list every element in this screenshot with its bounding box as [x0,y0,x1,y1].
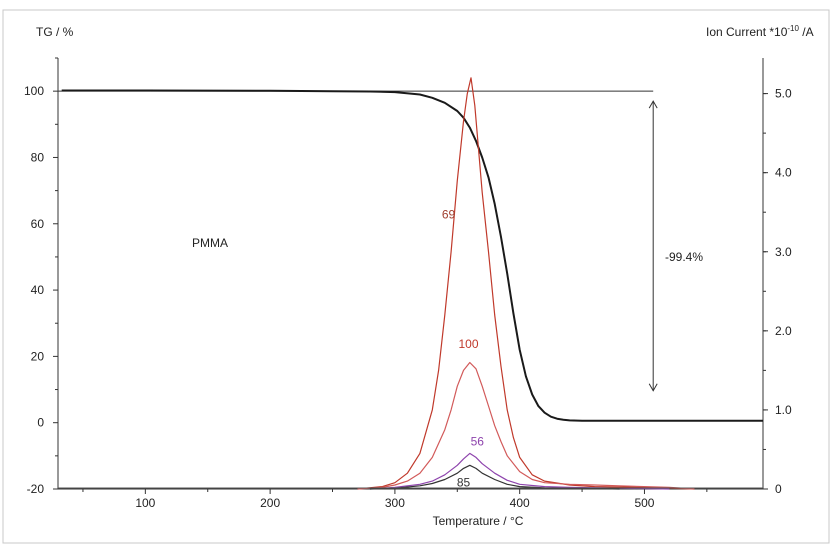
y-right-tick-label: 4.0 [775,166,792,180]
series-line-100 [357,361,695,490]
y-right-tick-label: 1.0 [775,403,792,417]
series-line-tg [61,89,763,422]
series-line-69 [357,77,695,490]
y-right-tick-label: 2.0 [775,324,792,338]
series-label-69: 69 [442,208,456,222]
y-left-tick-label: 0 [37,416,44,430]
y-left-tick-label: 100 [24,84,44,98]
x-tick-label: 200 [260,496,280,510]
x-tick-label: 500 [634,496,654,510]
series-label-56: 56 [471,435,485,449]
y-left-tick-label: -20 [27,482,45,496]
series-label-100: 100 [459,337,479,351]
y-right-axis-title-main: Ion Current *10 [706,25,788,39]
y-right-tick-label: 0 [775,482,782,496]
y-right-tick-label: 3.0 [775,245,792,259]
series-line-56 [369,452,670,490]
arrow-head-bottom [648,383,658,392]
mass-loss-label: -99.4% [665,250,703,264]
y-left-axis-title: TG / % [36,25,74,39]
y-left-tick-label: 40 [31,283,45,297]
y-left-tick-label: 80 [31,150,45,164]
y-right-axis-title-exponent: -10 [787,24,799,33]
series-line-85 [369,464,620,490]
sample-label: PMMA [192,236,228,250]
x-tick-label: 400 [510,496,530,510]
chart-border [2,9,830,544]
x-axis-title: Temperature / °C [433,514,524,528]
y-right-axis-title-unit: /A [799,25,814,39]
mass-loss-arrow [648,100,658,392]
y-left-tick-label: 60 [31,217,45,231]
y-right-axis-title: Ion Current *10-10 /A [706,24,814,39]
series-label-85: 85 [457,476,471,490]
x-tick-label: 100 [135,496,155,510]
y-left-tick-label: 20 [31,349,45,363]
arrow-head-top [648,100,658,109]
y-right-tick-label: 5.0 [775,87,792,101]
x-tick-label: 300 [385,496,405,510]
